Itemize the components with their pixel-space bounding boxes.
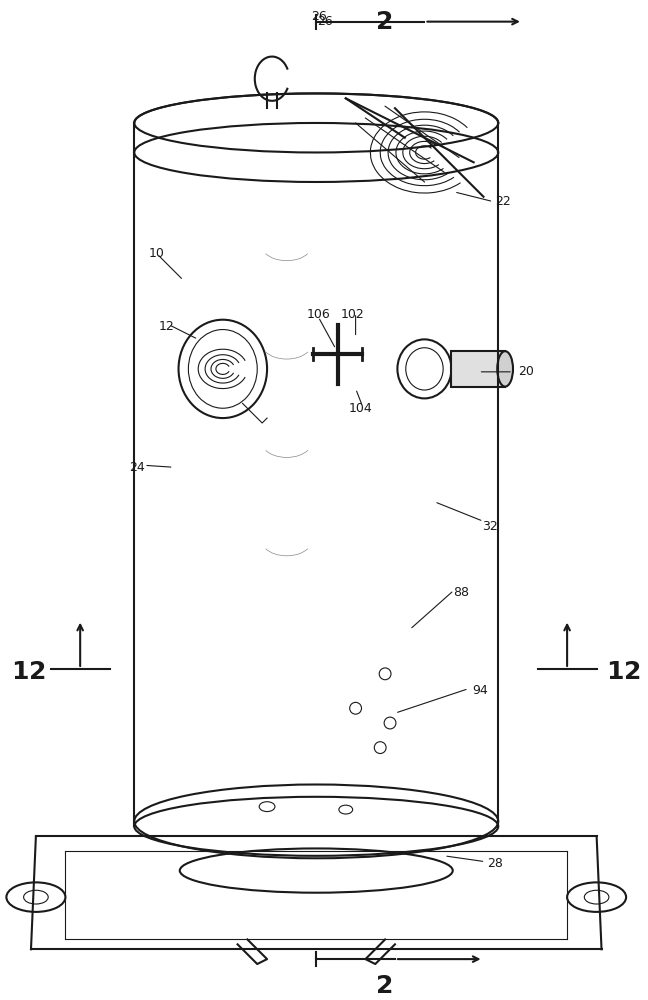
Text: 26: 26 xyxy=(311,10,327,23)
Text: $\bf{2}$: $\bf{2}$ xyxy=(375,974,392,998)
FancyBboxPatch shape xyxy=(451,351,505,387)
Text: $\bf{2}$: $\bf{2}$ xyxy=(375,10,392,34)
Text: $\bf{12}$: $\bf{12}$ xyxy=(11,660,46,684)
Text: 32: 32 xyxy=(483,520,498,533)
Text: 28: 28 xyxy=(487,857,503,870)
Text: $\bf{12}$: $\bf{12}$ xyxy=(607,660,641,684)
Text: 26: 26 xyxy=(318,15,333,28)
Text: 106: 106 xyxy=(307,308,330,321)
Text: 88: 88 xyxy=(453,586,469,599)
Text: 104: 104 xyxy=(349,402,373,415)
Text: 102: 102 xyxy=(341,308,365,321)
Text: 20: 20 xyxy=(518,365,534,378)
Text: 10: 10 xyxy=(149,247,165,260)
Ellipse shape xyxy=(497,351,513,387)
Text: 94: 94 xyxy=(472,684,489,697)
Text: 12: 12 xyxy=(159,320,174,333)
Text: 24: 24 xyxy=(130,461,145,474)
Text: 22: 22 xyxy=(495,195,511,208)
